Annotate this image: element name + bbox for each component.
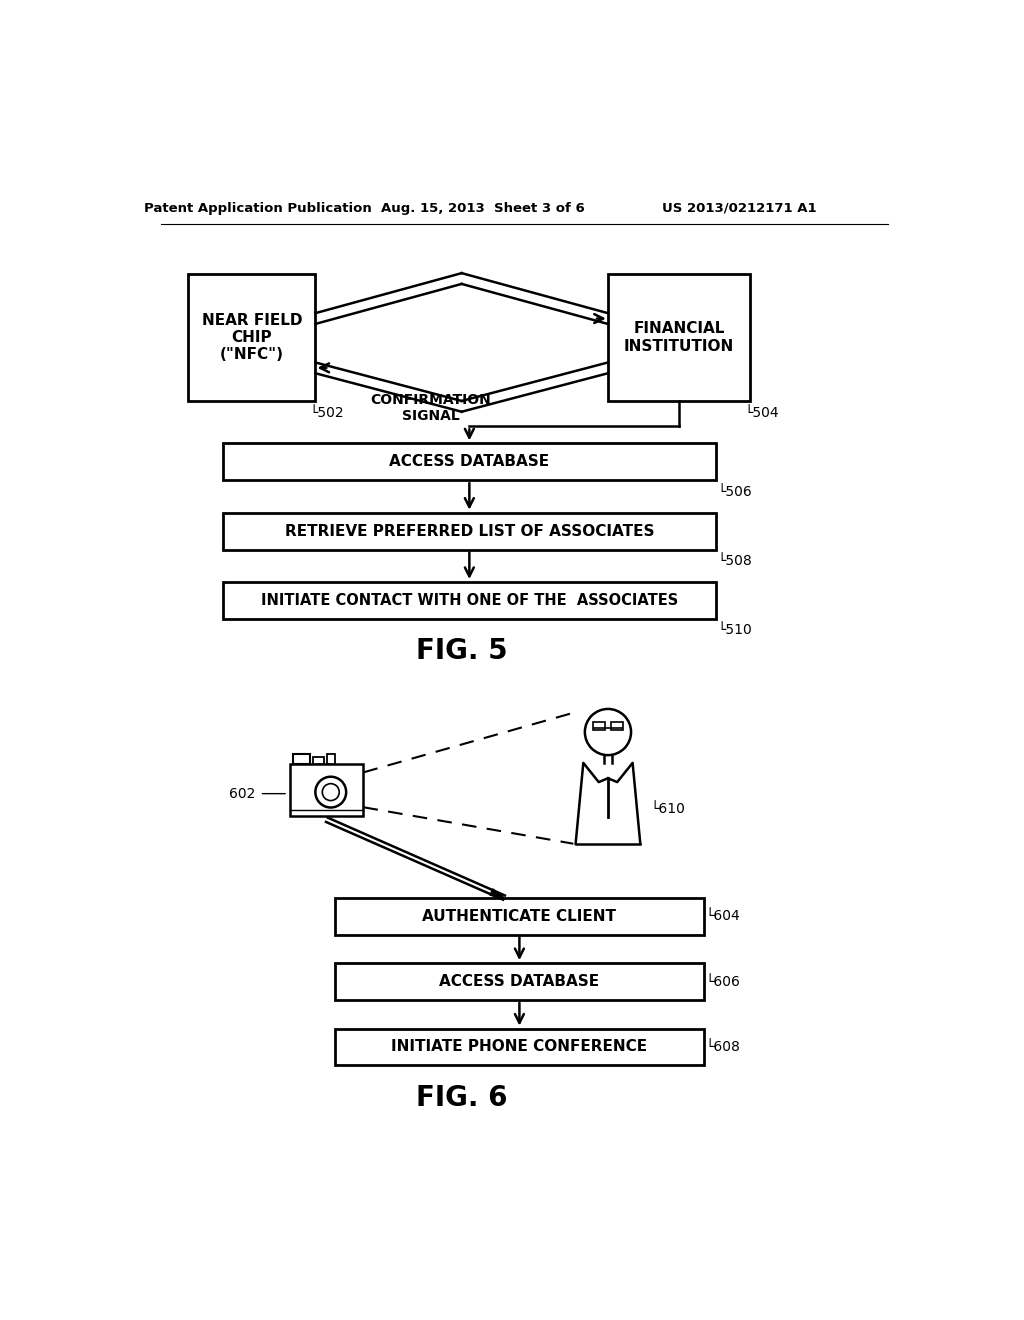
Text: └608: └608 bbox=[706, 1040, 740, 1053]
Text: └502: └502 bbox=[309, 405, 344, 420]
Bar bbox=[223, 582, 716, 619]
Bar bbox=[335, 1028, 705, 1065]
Text: ACCESS DATABASE: ACCESS DATABASE bbox=[389, 454, 550, 470]
Text: AUTHENTICATE CLIENT: AUTHENTICATE CLIENT bbox=[423, 908, 616, 924]
Text: Aug. 15, 2013  Sheet 3 of 6: Aug. 15, 2013 Sheet 3 of 6 bbox=[381, 202, 585, 215]
Text: └508: └508 bbox=[717, 554, 752, 568]
Bar bbox=[291, 763, 364, 816]
Text: └604: └604 bbox=[706, 909, 740, 923]
Text: FIG. 6: FIG. 6 bbox=[416, 1084, 508, 1111]
Text: └610: └610 bbox=[650, 803, 685, 816]
Bar bbox=[328, 755, 335, 763]
Text: RETRIEVE PREFERRED LIST OF ASSOCIATES: RETRIEVE PREFERRED LIST OF ASSOCIATES bbox=[285, 524, 654, 539]
Bar bbox=[223, 512, 716, 549]
Text: INITIATE PHONE CONFERENCE: INITIATE PHONE CONFERENCE bbox=[391, 1039, 647, 1055]
Bar bbox=[335, 898, 705, 935]
Text: └506: └506 bbox=[717, 484, 752, 499]
Polygon shape bbox=[489, 888, 504, 898]
Bar bbox=[593, 722, 605, 730]
Text: CONFIRMATION
SIGNAL: CONFIRMATION SIGNAL bbox=[371, 393, 492, 424]
Text: FIG. 5: FIG. 5 bbox=[416, 638, 508, 665]
Bar bbox=[335, 964, 705, 1001]
Text: ACCESS DATABASE: ACCESS DATABASE bbox=[439, 974, 599, 989]
Text: INITIATE CONTACT WITH ONE OF THE  ASSOCIATES: INITIATE CONTACT WITH ONE OF THE ASSOCIA… bbox=[261, 593, 678, 609]
Text: NEAR FIELD
CHIP
("NFC"): NEAR FIELD CHIP ("NFC") bbox=[202, 313, 302, 362]
Bar bbox=[223, 444, 716, 480]
Text: └606: └606 bbox=[706, 974, 740, 989]
Bar bbox=[294, 755, 310, 763]
Text: 602: 602 bbox=[229, 787, 256, 801]
Text: FINANCIAL
INSTITUTION: FINANCIAL INSTITUTION bbox=[624, 321, 734, 354]
Text: Patent Application Publication: Patent Application Publication bbox=[143, 202, 372, 215]
Bar bbox=[313, 758, 325, 763]
Text: US 2013/0212171 A1: US 2013/0212171 A1 bbox=[662, 202, 816, 215]
Text: └510: └510 bbox=[717, 623, 752, 638]
Bar bbox=[608, 275, 751, 401]
Bar bbox=[611, 722, 624, 730]
Text: └504: └504 bbox=[744, 405, 779, 420]
Bar bbox=[188, 275, 315, 401]
